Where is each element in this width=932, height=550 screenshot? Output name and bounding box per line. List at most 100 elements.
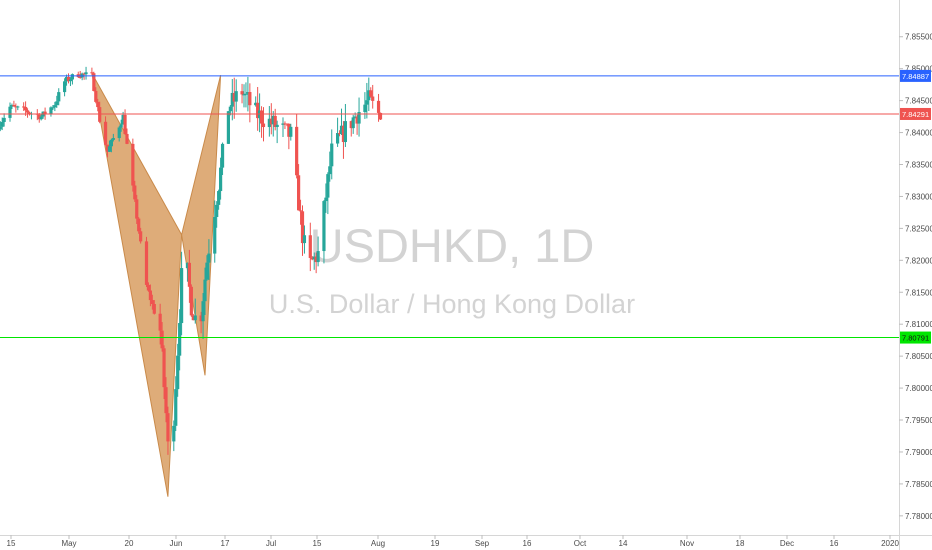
candle-body xyxy=(343,121,347,143)
candle-body xyxy=(287,123,291,137)
candle-body xyxy=(158,313,162,331)
price-tag-label: 7.80791 xyxy=(902,334,929,343)
candlestick-series xyxy=(0,66,383,455)
candle-body xyxy=(297,175,301,211)
price-tick-label: 7.78000 xyxy=(905,512,932,521)
price-tag-label: 7.84291 xyxy=(902,110,929,119)
candle-body xyxy=(24,106,28,111)
candle-body xyxy=(164,387,168,414)
time-tick-label: Jul xyxy=(266,539,276,548)
candle-body xyxy=(232,92,236,102)
candle-body xyxy=(66,76,71,82)
candle-body xyxy=(244,93,248,95)
price-tick-label: 7.79500 xyxy=(905,416,932,425)
candle-body xyxy=(363,104,367,112)
candle-body xyxy=(131,143,135,186)
price-tick-label: 7.80500 xyxy=(905,352,932,361)
candle-body xyxy=(203,279,207,302)
candle-body xyxy=(174,389,178,426)
candle-body xyxy=(256,102,260,119)
candle-body xyxy=(150,300,154,305)
price-tick-label: 7.78500 xyxy=(905,480,932,489)
candle-body xyxy=(172,425,176,442)
watermark-description: U.S. Dollar / Hong Kong Dollar xyxy=(269,289,635,319)
candle-body xyxy=(259,110,264,124)
price-tick-label: 7.84000 xyxy=(905,129,932,138)
candle-body xyxy=(269,118,273,125)
candle-body xyxy=(326,174,330,198)
candle-body xyxy=(57,92,61,102)
candle-body xyxy=(53,105,57,108)
candle-body xyxy=(283,123,287,125)
candle-body xyxy=(273,115,277,128)
candle-body xyxy=(55,101,59,106)
candle-body xyxy=(0,122,4,127)
candle-body xyxy=(322,201,326,252)
candle-body xyxy=(166,413,170,442)
candle-body xyxy=(146,284,151,291)
candle-body xyxy=(22,106,26,108)
time-tick-label: 16 xyxy=(523,539,532,548)
time-tick-label: Sep xyxy=(475,539,490,548)
candle-body xyxy=(376,100,381,113)
candle-body xyxy=(357,111,361,124)
candle-body xyxy=(92,73,96,91)
candle-body xyxy=(289,126,293,137)
candle-body xyxy=(215,204,219,217)
time-tick-label: 19 xyxy=(431,539,440,548)
candle-body xyxy=(51,107,55,109)
candle-body xyxy=(230,92,234,107)
time-tick-label: 20 xyxy=(125,539,134,548)
candle-body xyxy=(295,126,299,176)
candle-body xyxy=(96,101,100,108)
candle-body xyxy=(337,133,342,135)
candle-body xyxy=(267,118,271,128)
time-tick-label: 14 xyxy=(619,539,628,548)
candle-body xyxy=(207,253,211,263)
horizontal-price-lines[interactable] xyxy=(0,75,899,339)
candle-body xyxy=(240,91,244,95)
candle-body xyxy=(213,216,217,254)
candle-body xyxy=(0,126,2,130)
price-tick-label: 7.81500 xyxy=(905,288,932,297)
candle-body xyxy=(242,94,246,96)
price-tick-label: 7.84500 xyxy=(905,97,932,106)
candle-body xyxy=(226,111,230,144)
candle-body xyxy=(64,76,69,82)
candle-body xyxy=(330,143,334,167)
time-tick-label: 15 xyxy=(313,539,322,548)
candle-body xyxy=(365,100,369,105)
candle-body xyxy=(180,268,184,324)
candle-body xyxy=(220,143,225,168)
candle-body xyxy=(234,91,238,102)
price-axis[interactable]: 7.78000 7.78500 7.79000 7.79500 7.80000 7.805… xyxy=(899,0,932,550)
candle-body xyxy=(369,90,373,97)
candle-body xyxy=(193,315,197,321)
time-tick-label: Jun xyxy=(170,539,183,548)
time-tick-label: 18 xyxy=(736,539,745,548)
candle-body xyxy=(16,106,20,108)
candle-body xyxy=(49,107,53,115)
candle-body xyxy=(217,191,221,205)
candle-body xyxy=(68,79,73,82)
candle-body xyxy=(139,231,143,242)
candle-body xyxy=(254,102,258,106)
candle-body xyxy=(201,301,205,322)
candle-body xyxy=(90,72,94,74)
candle-body xyxy=(341,125,346,143)
candle-body xyxy=(378,112,383,120)
candle-body xyxy=(353,116,357,118)
harmonic-pattern[interactable] xyxy=(91,72,222,497)
time-axis[interactable]: 15 May 20 Jun 17 Jul 15 Aug 19 Sep 16 Oct 14 Nov 18 Dec… xyxy=(0,535,932,548)
candle-body xyxy=(37,114,41,120)
candle-body xyxy=(302,235,307,244)
time-tick-label: Nov xyxy=(680,539,694,548)
time-tick-label: Dec xyxy=(780,539,794,548)
candle-body xyxy=(14,106,18,108)
candle-body xyxy=(316,251,320,263)
price-tick-label: 7.80000 xyxy=(905,384,932,393)
candle-body xyxy=(152,304,156,314)
price-tick-label: 7.81000 xyxy=(905,320,932,329)
price-tick-label: 7.82500 xyxy=(905,224,932,233)
